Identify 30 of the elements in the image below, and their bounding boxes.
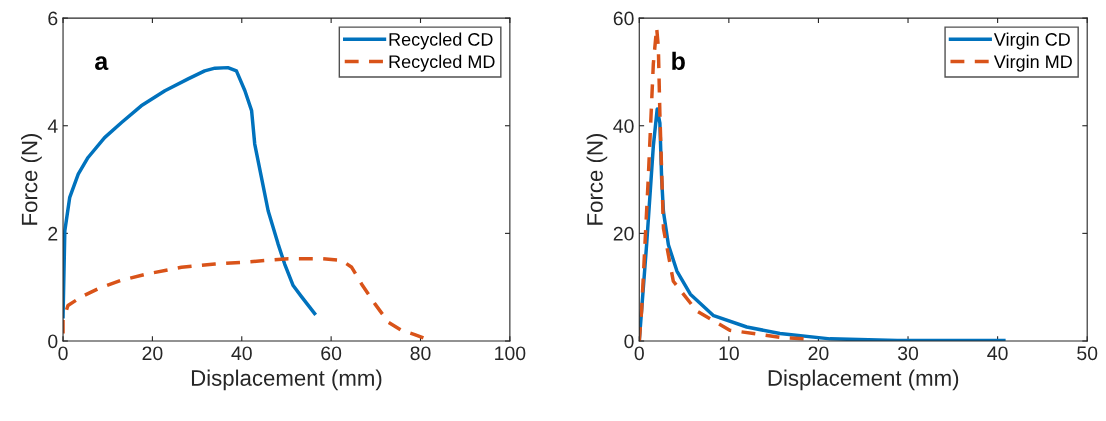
y-axis-title: Force (N) (21, 134, 42, 225)
x-tick-label: 0 (58, 346, 68, 361)
legend-label: Virgin MD (993, 54, 1072, 72)
y-tick-label: 2 (48, 226, 58, 241)
y-tick-label: 4 (47, 119, 58, 133)
y-axis-title: Force (N) (586, 134, 608, 225)
x-axis-title: Displacement (mm) (768, 369, 959, 391)
y-tick-label: 20 (613, 226, 634, 241)
x-tick-label: 20 (142, 346, 163, 361)
x-axis-title: Displacement (mm) (191, 369, 382, 391)
x-tick-label: 20 (808, 346, 829, 361)
y-tick-label: 40 (613, 119, 634, 133)
legend-label: Recycled MD (389, 54, 495, 72)
x-tick-label: 80 (410, 346, 431, 361)
x-tick-label: 30 (897, 346, 919, 361)
y-tick-label: 60 (613, 11, 634, 26)
x-tick-label: 100 (495, 346, 526, 361)
legend-label: Virgin CD (993, 32, 1070, 50)
x-tick-label: 10 (719, 346, 739, 361)
x-tick-label: 0 (634, 346, 644, 361)
x-tick-label: 60 (321, 346, 342, 361)
y-tick-label: 0 (624, 334, 634, 349)
y-tick-label: 6 (48, 11, 58, 26)
annotation: b (672, 51, 685, 71)
legend-label: Recycled CD (389, 32, 493, 50)
annotation: a (95, 56, 109, 71)
x-tick-label: 40 (231, 346, 252, 361)
y-tick-label: 0 (48, 334, 58, 349)
x-tick-label: 50 (1077, 346, 1098, 361)
x-tick-label: 40 (987, 346, 1008, 361)
